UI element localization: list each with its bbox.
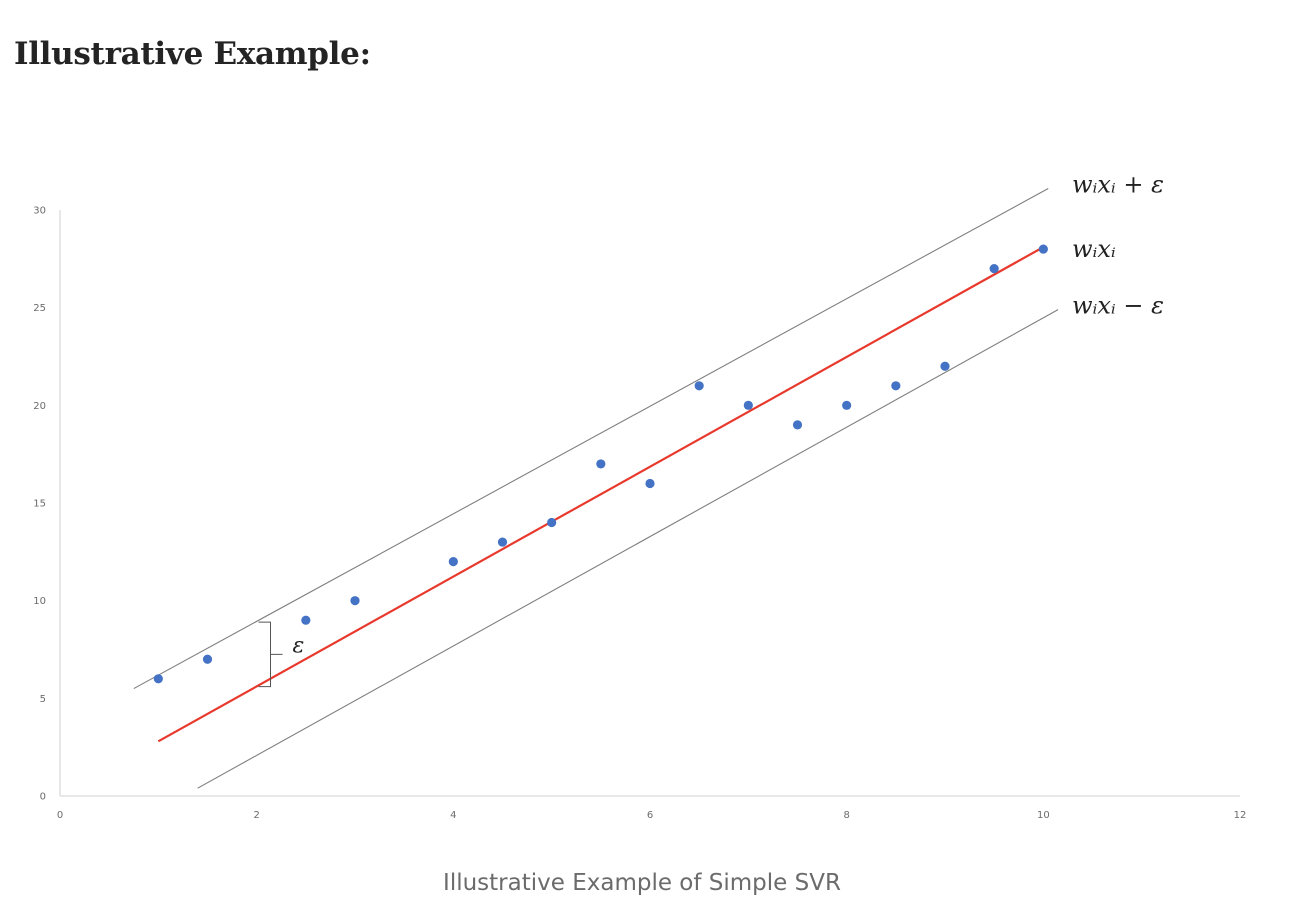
data-point bbox=[350, 596, 360, 606]
regression-line-label: wᵢxᵢ bbox=[1072, 235, 1116, 263]
data-point bbox=[842, 400, 852, 410]
data-point bbox=[547, 517, 557, 528]
y-tick-label: 25 bbox=[33, 303, 46, 314]
x-tick-label: 2 bbox=[253, 810, 259, 821]
line-labels: wᵢxᵢ + ε wᵢxᵢ wᵢxᵢ − ε bbox=[1072, 171, 1164, 320]
x-tick-label: 4 bbox=[450, 810, 456, 821]
tick-labels: 0 2 4 6 8 10 12 0 5 10 15 20 25 30 bbox=[33, 206, 1246, 822]
figure-caption: Illustrative Example of Simple SVR bbox=[443, 870, 841, 896]
data-point bbox=[497, 537, 508, 547]
x-tick-label: 6 bbox=[647, 810, 653, 821]
y-tick-label: 15 bbox=[33, 499, 46, 510]
lower-margin-line bbox=[197, 309, 1059, 789]
epsilon-bracket bbox=[258, 621, 283, 688]
chart-axes bbox=[59, 210, 1240, 797]
section-heading: Illustrative Example: bbox=[14, 36, 371, 72]
epsilon-label: ε bbox=[293, 633, 305, 658]
x-tick-label: 8 bbox=[843, 810, 849, 821]
data-point bbox=[891, 381, 901, 391]
y-tick-label: 0 bbox=[40, 792, 46, 803]
data-point bbox=[153, 674, 163, 684]
data-point bbox=[743, 400, 753, 410]
y-tick-label: 30 bbox=[33, 206, 46, 217]
y-tick-label: 10 bbox=[33, 596, 46, 607]
data-point bbox=[940, 361, 950, 371]
data-point bbox=[596, 459, 606, 469]
upper-margin-line bbox=[133, 188, 1049, 690]
data-point bbox=[792, 420, 803, 430]
x-tick-label: 12 bbox=[1234, 810, 1247, 821]
regression-line bbox=[157, 246, 1044, 743]
upper-margin-label: wᵢxᵢ + ε bbox=[1072, 171, 1164, 199]
data-point bbox=[645, 478, 655, 489]
epsilon-annotation: ε bbox=[258, 621, 305, 688]
data-point bbox=[1038, 244, 1048, 254]
x-tick-label: 10 bbox=[1037, 810, 1050, 821]
data-point bbox=[301, 615, 311, 625]
x-tick-label: 0 bbox=[57, 810, 63, 821]
data-point bbox=[448, 557, 458, 567]
data-point bbox=[694, 381, 704, 391]
data-points bbox=[153, 244, 1048, 684]
data-point bbox=[989, 264, 999, 274]
y-tick-label: 20 bbox=[33, 401, 46, 412]
regression-lines bbox=[133, 188, 1059, 789]
lower-margin-label: wᵢxᵢ − ε bbox=[1072, 292, 1164, 320]
y-tick-label: 5 bbox=[40, 694, 46, 705]
data-point bbox=[202, 654, 213, 664]
